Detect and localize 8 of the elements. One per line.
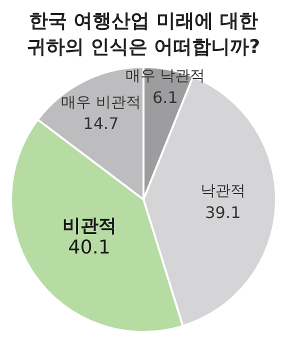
data-label: 6.1 [152, 88, 178, 107]
data-label: 40.1 [68, 236, 110, 259]
slice-label: 비관적 [62, 215, 116, 236]
slice-label: 매우 비관적 [61, 92, 141, 111]
data-label: 39.1 [205, 202, 241, 222]
chart-title: 한국 여행산업 미래에 대한 귀하의 인식은 어떠합니까? [26, 9, 262, 60]
slice-label: 낙관적 [200, 182, 246, 200]
data-label: 14.7 [83, 114, 119, 134]
